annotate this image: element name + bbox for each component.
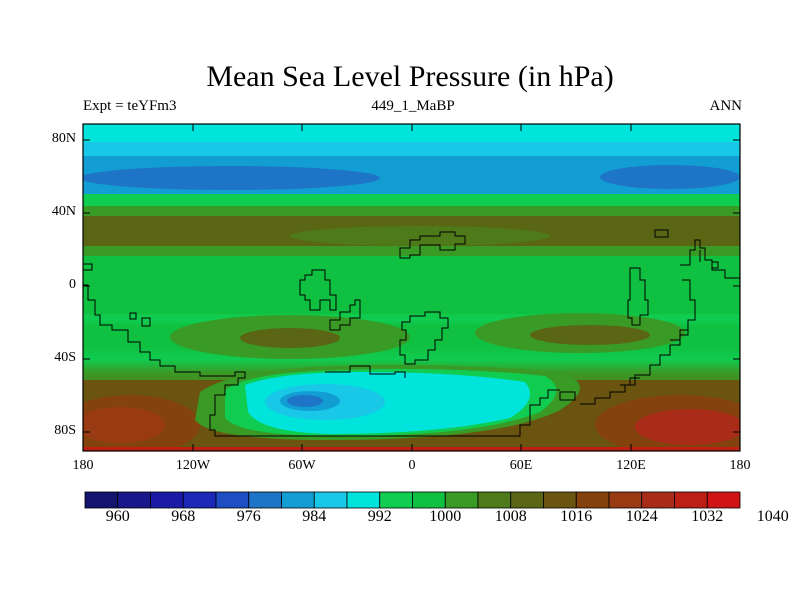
colorbar-swatch <box>84 491 119 509</box>
colorbar-label: 984 <box>302 508 327 525</box>
lon-label: 0 <box>408 458 416 473</box>
colorbar-label: 968 <box>171 508 196 525</box>
lat-label: 40N <box>51 204 76 219</box>
colorbar-swatch <box>379 491 413 509</box>
colorbar-swatch <box>706 491 741 509</box>
colorbar-swatch <box>313 491 348 509</box>
colorbar-swatch <box>117 491 151 509</box>
colorbar-swatch <box>641 491 675 509</box>
colorbar-swatch <box>412 491 446 509</box>
lon-label: 60W <box>288 458 316 473</box>
lon-label: 120E <box>616 458 646 473</box>
lat-label: 0 <box>69 277 76 292</box>
map-title: Mean Sea Level Pressure (in hPa) <box>206 60 614 93</box>
colorbar-swatch <box>444 491 479 509</box>
colorbar-label: 1016 <box>560 508 593 525</box>
colorbar-swatch <box>281 491 315 509</box>
colorbar-swatch <box>182 491 217 509</box>
colorbar-swatch <box>674 491 708 509</box>
colorbar-label: 1024 <box>625 508 658 525</box>
colorbar-label: 1000 <box>429 508 462 525</box>
colorbar-label: 1008 <box>494 508 527 525</box>
season-label: ANN <box>709 98 743 114</box>
colorbar-swatch <box>477 491 512 509</box>
coastlines <box>83 229 740 437</box>
colorbar-swatch <box>150 491 184 509</box>
lon-label: 120W <box>175 458 211 473</box>
colorbar-swatch <box>510 491 544 509</box>
lat-label: 40S <box>54 350 76 365</box>
lon-label: 60E <box>509 458 533 473</box>
colorbar-label: 992 <box>367 508 392 525</box>
period-label: 449_1_MaBP <box>371 98 455 114</box>
colorbar-swatch <box>346 491 381 509</box>
colorbar-swatch <box>543 491 577 509</box>
colorbar-swatch <box>575 491 610 509</box>
map-fill <box>83 124 740 451</box>
experiment-label: Expt = teYFm3 <box>83 98 177 114</box>
colorbar-label: 976 <box>236 508 261 525</box>
lon-label: 180 <box>729 458 751 473</box>
colorbar-label: 1040 <box>756 508 789 525</box>
lat-label: 80N <box>51 131 76 146</box>
colorbar-swatch <box>608 491 643 509</box>
colorbar-swatch <box>248 491 282 509</box>
axis-ticks <box>83 124 740 451</box>
colorbar-label: 960 <box>105 508 130 525</box>
colorbar-swatch <box>215 491 250 509</box>
colorbar <box>84 491 741 509</box>
lat-label: 80S <box>54 423 76 438</box>
lon-label: 180 <box>72 458 94 473</box>
colorbar-label: 1032 <box>691 508 724 525</box>
